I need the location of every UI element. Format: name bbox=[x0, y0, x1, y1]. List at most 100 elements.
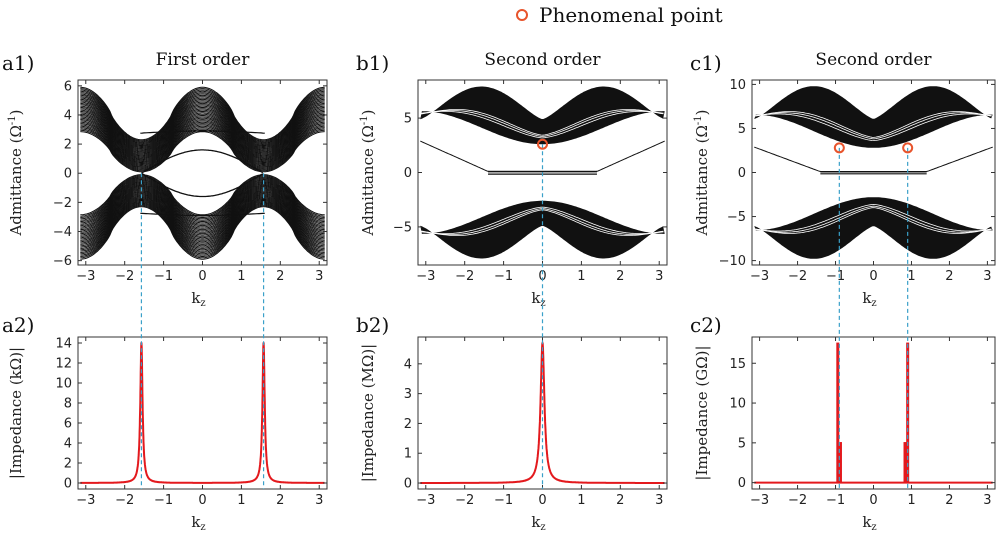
x-tick-label: 0 bbox=[538, 493, 546, 508]
upper-band bbox=[754, 86, 993, 148]
x-tick-label: −3 bbox=[76, 493, 95, 508]
band-line bbox=[80, 188, 325, 236]
y-axis-label: Admittance (Ω-1) bbox=[359, 109, 377, 236]
phenomenal-point-legend: Phenomenal point bbox=[516, 2, 723, 28]
band-gap-line bbox=[420, 206, 664, 234]
x-tick-label: 3 bbox=[655, 269, 663, 284]
y-axis-label: Admittance (Ω-1) bbox=[7, 109, 25, 236]
y-tick-label: −6 bbox=[53, 254, 72, 269]
band-line bbox=[80, 100, 325, 150]
band-line bbox=[80, 204, 325, 257]
band-line bbox=[80, 176, 325, 218]
band-line bbox=[80, 183, 325, 229]
bands-a1 bbox=[80, 86, 325, 260]
y-tick-label: 5 bbox=[738, 436, 746, 451]
y-tick-label: 10 bbox=[55, 377, 72, 392]
edge-state bbox=[420, 140, 665, 172]
band-gap-line bbox=[754, 207, 992, 234]
band-line bbox=[80, 196, 325, 247]
plot-frame bbox=[751, 336, 996, 490]
y-tick-label: −5 bbox=[727, 210, 746, 225]
x-tick-label: −2 bbox=[788, 269, 807, 284]
x-tick-label: −1 bbox=[826, 269, 845, 284]
x-tick-label: −1 bbox=[494, 269, 513, 284]
y-tick-label: 10 bbox=[729, 397, 746, 412]
band-line bbox=[80, 198, 325, 249]
band-line bbox=[80, 92, 325, 145]
band-line bbox=[140, 130, 265, 134]
band-line bbox=[80, 86, 325, 141]
phenomenal-point-marker-icon bbox=[516, 9, 528, 21]
band-line bbox=[80, 106, 325, 155]
x-tick-label: −2 bbox=[455, 493, 474, 508]
x-tick-label: −3 bbox=[416, 493, 435, 508]
band-line bbox=[80, 111, 325, 158]
y-tick-label: 0 bbox=[404, 166, 412, 181]
x-axis-label: kz bbox=[862, 289, 876, 309]
y-tick-label: 2 bbox=[64, 457, 72, 472]
panel-title-c1: Second order bbox=[815, 50, 932, 70]
band-line bbox=[80, 178, 325, 221]
band-line bbox=[80, 182, 325, 228]
y-tick-label: 6 bbox=[64, 417, 72, 432]
band-line bbox=[80, 129, 325, 172]
band-line bbox=[80, 109, 325, 157]
band-line bbox=[80, 124, 325, 168]
band-line bbox=[80, 186, 325, 233]
band-line bbox=[80, 125, 325, 169]
band-gap-line bbox=[420, 109, 664, 136]
band-line bbox=[80, 187, 325, 235]
band-line bbox=[80, 195, 325, 245]
y-tick-label: −2 bbox=[53, 196, 72, 211]
y-tick-label: −10 bbox=[719, 254, 746, 269]
axes-b1: −3 −2 −1 0 1 2 3 −5 0 5 kz Admittance (Ω-1) bbox=[359, 79, 668, 309]
y-tick-label: 4 bbox=[64, 437, 72, 452]
panel-title-b1: Second order bbox=[484, 50, 601, 70]
y-tick-label: 1 bbox=[404, 447, 412, 462]
band-gap-line bbox=[420, 111, 664, 139]
y-tick-label: −5 bbox=[393, 220, 412, 235]
x-tick-label: −3 bbox=[750, 493, 769, 508]
legend-label: Phenomenal point bbox=[539, 3, 723, 27]
x-tick-label: −1 bbox=[826, 493, 845, 508]
x-tick-label: 2 bbox=[276, 269, 284, 284]
y-tick-label: −4 bbox=[53, 225, 72, 240]
x-tick-label: 1 bbox=[907, 269, 915, 284]
x-tick-label: −2 bbox=[115, 269, 134, 284]
band-line bbox=[80, 127, 325, 170]
x-tick-label: −2 bbox=[788, 493, 807, 508]
band-line bbox=[80, 119, 325, 164]
curve-c2 bbox=[754, 342, 993, 484]
band-line bbox=[80, 193, 325, 243]
y-tick-label: 0 bbox=[64, 477, 72, 492]
band-line bbox=[80, 178, 325, 222]
x-axis-label: kz bbox=[531, 513, 545, 533]
band-line bbox=[80, 184, 325, 231]
x-tick-label: −3 bbox=[76, 269, 95, 284]
phenomenal-point-marker bbox=[833, 142, 845, 154]
x-tick-label: −3 bbox=[416, 269, 435, 284]
x-tick-label: 1 bbox=[577, 269, 585, 284]
band-line bbox=[80, 112, 325, 159]
x-tick-label: 3 bbox=[315, 493, 323, 508]
band-line bbox=[80, 194, 325, 244]
x-tick-label: 1 bbox=[237, 269, 245, 284]
y-tick-label: 5 bbox=[738, 122, 746, 137]
x-tick-label: 0 bbox=[198, 269, 206, 284]
x-tick-label: 3 bbox=[983, 493, 991, 508]
panel-label-b1: b1) bbox=[356, 51, 389, 75]
y-tick-label: 4 bbox=[404, 357, 412, 372]
band-line bbox=[80, 94, 325, 146]
band-gap-line bbox=[420, 110, 664, 137]
band-gap-line bbox=[754, 113, 992, 142]
edge-state bbox=[141, 149, 264, 174]
x-tick-label: −1 bbox=[494, 493, 513, 508]
y-tick-label: 15 bbox=[729, 357, 746, 372]
x-tick-label: −1 bbox=[154, 493, 173, 508]
band-line bbox=[80, 102, 325, 152]
band-line bbox=[80, 123, 325, 167]
y-axis-label: |Impedance (GΩ)| bbox=[693, 345, 711, 480]
x-tick-label: −1 bbox=[154, 269, 173, 284]
